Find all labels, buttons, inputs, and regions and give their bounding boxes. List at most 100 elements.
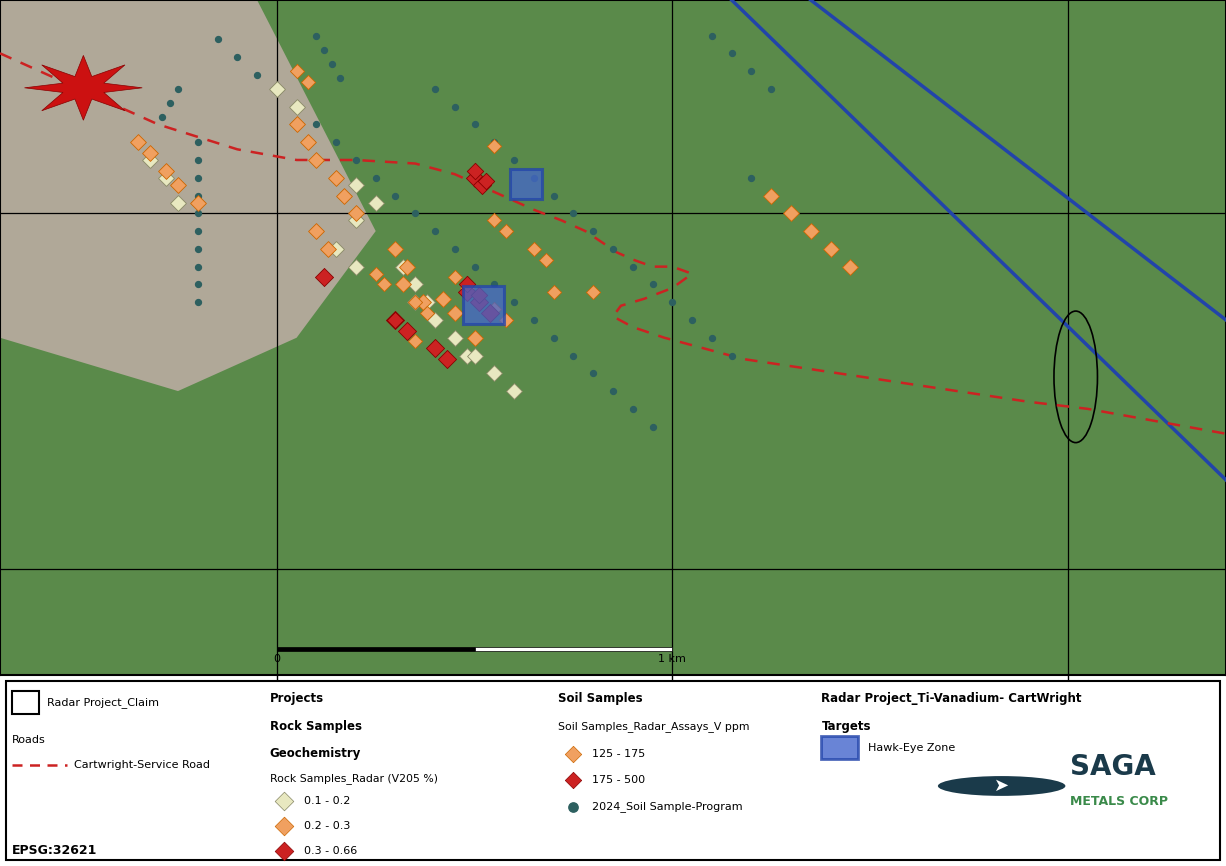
Point <box>417 306 436 320</box>
Text: 1 km: 1 km <box>658 654 687 664</box>
Bar <box>277 647 474 651</box>
Point <box>742 171 761 184</box>
Text: Soil Samples_Radar_Assays_V ppm: Soil Samples_Radar_Assays_V ppm <box>558 721 749 733</box>
Text: 0.2 - 0.3: 0.2 - 0.3 <box>304 821 351 831</box>
Point <box>406 295 425 309</box>
Point <box>841 260 861 274</box>
Point <box>524 171 543 184</box>
Point <box>188 153 207 167</box>
Point <box>445 331 465 345</box>
Point <box>465 118 484 132</box>
Point <box>477 174 497 188</box>
Point <box>156 171 175 184</box>
Point <box>267 86 287 100</box>
Point <box>497 313 516 326</box>
Point <box>473 178 493 191</box>
Point <box>287 100 306 113</box>
Point <box>722 349 742 363</box>
Point <box>465 349 484 363</box>
Point <box>374 277 394 291</box>
Point <box>188 277 207 291</box>
Point <box>188 295 207 309</box>
Point <box>465 260 484 274</box>
Text: 0: 0 <box>273 654 281 664</box>
Text: METALS CORP: METALS CORP <box>1070 795 1168 808</box>
Point <box>742 64 761 78</box>
Point <box>584 285 603 299</box>
Point <box>524 313 543 326</box>
Point <box>457 277 477 291</box>
Point <box>563 773 582 787</box>
Point <box>386 313 406 326</box>
Point <box>544 285 564 299</box>
Point <box>623 402 642 416</box>
Point <box>683 313 702 326</box>
Point <box>365 267 385 281</box>
Point <box>413 295 433 309</box>
Point <box>468 295 488 309</box>
Point <box>129 135 148 149</box>
Text: EPSG:32621: EPSG:32621 <box>12 844 98 857</box>
Point <box>445 242 465 255</box>
Point <box>397 324 417 338</box>
Point <box>188 260 207 274</box>
Point <box>457 349 477 363</box>
Point <box>801 224 820 238</box>
Point <box>330 71 349 85</box>
Point <box>394 277 413 291</box>
Point <box>642 277 662 291</box>
Point <box>584 366 603 380</box>
Point <box>433 292 452 306</box>
Point <box>484 135 504 149</box>
Text: Rock Samples: Rock Samples <box>270 721 362 734</box>
Polygon shape <box>25 55 142 120</box>
Point <box>484 366 504 380</box>
Text: 0.3 - 0.66: 0.3 - 0.66 <box>304 846 357 856</box>
Point <box>346 178 365 191</box>
Point <box>702 331 722 345</box>
Point <box>417 295 436 309</box>
Point <box>524 242 543 255</box>
Point <box>564 206 584 220</box>
Text: Hawk-Eye Zone: Hawk-Eye Zone <box>868 743 955 753</box>
Point <box>287 64 306 78</box>
Point <box>386 313 406 326</box>
Point <box>484 139 504 152</box>
Point <box>761 189 781 203</box>
Point <box>299 74 319 88</box>
Point <box>152 110 172 124</box>
Point <box>438 352 457 366</box>
Point <box>484 214 504 228</box>
Point <box>346 214 365 228</box>
Point <box>425 341 445 355</box>
Point <box>781 206 801 220</box>
Point <box>386 189 406 203</box>
Point <box>141 153 161 167</box>
Point <box>457 285 477 299</box>
Point <box>584 224 603 238</box>
Text: Geochemistry: Geochemistry <box>270 747 362 760</box>
Point <box>662 295 682 309</box>
Circle shape <box>938 776 1065 796</box>
Point <box>761 82 781 96</box>
Point <box>623 260 642 274</box>
Point <box>536 253 555 267</box>
Bar <box>12 691 39 714</box>
Point <box>306 153 326 167</box>
Point <box>406 277 425 291</box>
Point <box>346 260 365 274</box>
Bar <box>510 169 542 199</box>
Point <box>315 42 335 56</box>
Point <box>465 164 484 178</box>
Point <box>465 331 484 345</box>
Point <box>504 385 524 398</box>
Text: 125 - 175: 125 - 175 <box>592 748 645 759</box>
Point <box>168 178 188 191</box>
Point <box>445 100 465 113</box>
Point <box>544 331 564 345</box>
Point <box>563 746 582 760</box>
Polygon shape <box>0 0 375 391</box>
Point <box>722 47 742 61</box>
Point <box>161 96 180 110</box>
Point <box>365 196 385 210</box>
